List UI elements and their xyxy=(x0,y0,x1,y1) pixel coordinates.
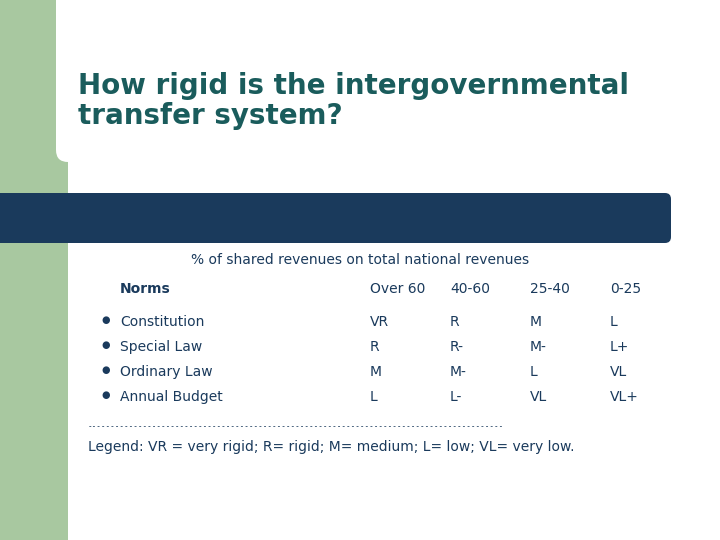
Bar xyxy=(0,0,68,540)
Text: --------------------------------------------------------------------------------: ----------------------------------------… xyxy=(88,422,504,431)
Text: L: L xyxy=(610,315,618,329)
Text: How rigid is the intergovernmental: How rigid is the intergovernmental xyxy=(78,72,629,100)
Text: R-: R- xyxy=(450,340,464,354)
Text: 0-25: 0-25 xyxy=(610,282,641,296)
FancyBboxPatch shape xyxy=(0,193,671,243)
Text: ●: ● xyxy=(101,390,109,400)
Text: Ordinary Law: Ordinary Law xyxy=(120,365,212,379)
Text: R: R xyxy=(450,315,459,329)
FancyBboxPatch shape xyxy=(56,0,720,162)
Text: VR: VR xyxy=(370,315,389,329)
Text: 40-60: 40-60 xyxy=(450,282,490,296)
Text: Special Law: Special Law xyxy=(120,340,202,354)
Text: transfer system?: transfer system? xyxy=(78,102,343,130)
Text: Over 60: Over 60 xyxy=(370,282,426,296)
Text: L-: L- xyxy=(450,390,462,404)
Text: Constitution: Constitution xyxy=(120,315,204,329)
Text: L+: L+ xyxy=(610,340,629,354)
Text: ●: ● xyxy=(101,340,109,350)
Text: L: L xyxy=(530,365,538,379)
Text: R: R xyxy=(370,340,379,354)
Text: Norms: Norms xyxy=(120,282,171,296)
Text: M-: M- xyxy=(450,365,467,379)
Bar xyxy=(68,145,720,540)
Text: M: M xyxy=(370,365,382,379)
Text: Annual Budget: Annual Budget xyxy=(120,390,222,404)
Text: ●: ● xyxy=(101,365,109,375)
Text: 25-40: 25-40 xyxy=(530,282,570,296)
Text: M: M xyxy=(530,315,542,329)
Text: VL+: VL+ xyxy=(610,390,639,404)
Text: Legend: VR = very rigid; R= rigid; M= medium; L= low; VL= very low.: Legend: VR = very rigid; R= rigid; M= me… xyxy=(88,440,575,454)
Text: VL: VL xyxy=(530,390,547,404)
Text: ●: ● xyxy=(101,315,109,325)
Text: VL: VL xyxy=(610,365,627,379)
Text: L: L xyxy=(370,390,378,404)
Text: % of shared revenues on total national revenues: % of shared revenues on total national r… xyxy=(191,253,529,267)
Text: M-: M- xyxy=(530,340,547,354)
